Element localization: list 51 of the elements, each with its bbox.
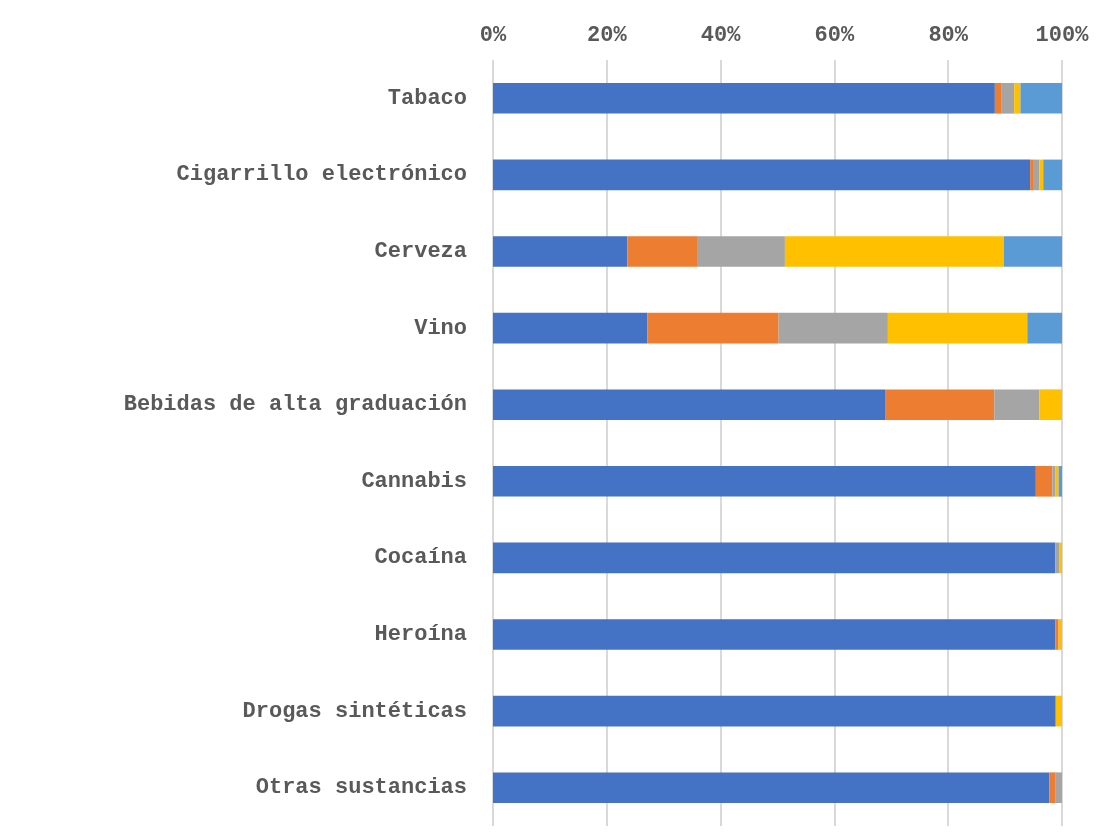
bar: [493, 465, 1036, 497]
bar: [493, 619, 1056, 650]
bar: [1027, 312, 1062, 344]
bar: [1032, 159, 1040, 191]
bar: [1014, 82, 1021, 114]
bar: [1035, 465, 1053, 497]
bar: [1001, 82, 1015, 114]
bar: [1039, 389, 1062, 421]
bar: [1020, 82, 1062, 114]
bar: [994, 389, 1040, 421]
bar: [1043, 159, 1062, 191]
bar: [493, 159, 1031, 191]
y-tick-label: Cigarrillo electrónico: [176, 162, 467, 188]
y-tick-label: Bebidas de alta graduación: [123, 392, 467, 418]
bar: [493, 695, 1056, 727]
bar: [1030, 159, 1033, 191]
y-tick-label: Cocaína: [374, 545, 467, 571]
bar: [1059, 542, 1062, 574]
y-tick-label: Vino: [414, 315, 467, 341]
bar: [778, 312, 888, 344]
bar: [1039, 159, 1044, 191]
bar: [493, 542, 1056, 574]
bar: [885, 389, 995, 421]
bar: [1003, 236, 1062, 267]
bar: [647, 312, 779, 344]
x-tick-label: 0%: [479, 22, 507, 48]
y-tick-label: Otras sustancias: [255, 775, 467, 801]
bar: [1055, 542, 1060, 574]
bar: [1049, 772, 1056, 804]
bar: [994, 82, 1002, 114]
bar: [493, 236, 628, 267]
x-tick-label: 20%: [587, 22, 628, 48]
bar: [1055, 695, 1062, 727]
x-tick-label: 100%: [1035, 22, 1090, 48]
x-tick-label: 40%: [700, 22, 742, 48]
bar: [627, 236, 698, 267]
bar: [697, 236, 785, 267]
bar: [493, 389, 886, 421]
bar: [1055, 772, 1062, 804]
y-tick-label: Heroína: [374, 622, 467, 647]
bar: [493, 312, 648, 344]
bar: [887, 312, 1028, 344]
y-tick-label: Drogas sintéticas: [242, 698, 467, 724]
x-tick-label: 80%: [928, 22, 969, 48]
y-tick-label: Cannabis: [361, 468, 467, 494]
x-tick-label: 60%: [814, 22, 855, 48]
bar: [493, 772, 1050, 804]
y-tick-label: Cerveza: [374, 239, 467, 264]
bar: [493, 82, 995, 114]
bar: [784, 236, 1004, 267]
y-tick-label: Tabaco: [387, 85, 467, 111]
